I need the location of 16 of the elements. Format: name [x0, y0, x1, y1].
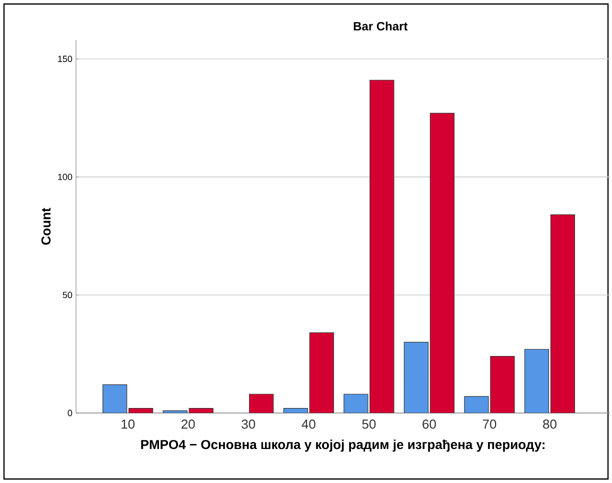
x-axis-title: PMPO4 − Основна школа у којој радим је изграђена у периоду: — [141, 440, 544, 452]
y-tick-label: 50 — [62, 292, 72, 298]
y-axis-title: Count — [41, 208, 51, 245]
x-tick-label: 30 — [242, 420, 256, 429]
x-tick-label: 50 — [362, 420, 376, 429]
x-tick-label: 70 — [482, 420, 496, 429]
bar — [249, 394, 274, 413]
x-tick-label: 10 — [122, 420, 135, 429]
y-tick-label: 150 — [58, 56, 72, 62]
y-tick-label: 100 — [58, 174, 72, 180]
y-tick-label: 0 — [68, 410, 72, 416]
x-tick-label: 40 — [302, 420, 316, 429]
x-tick-label: 80 — [543, 420, 556, 429]
x-tick-label: 60 — [422, 420, 436, 429]
chart-title: Bar Chart — [354, 22, 408, 30]
x-tick-label: 20 — [182, 420, 195, 429]
